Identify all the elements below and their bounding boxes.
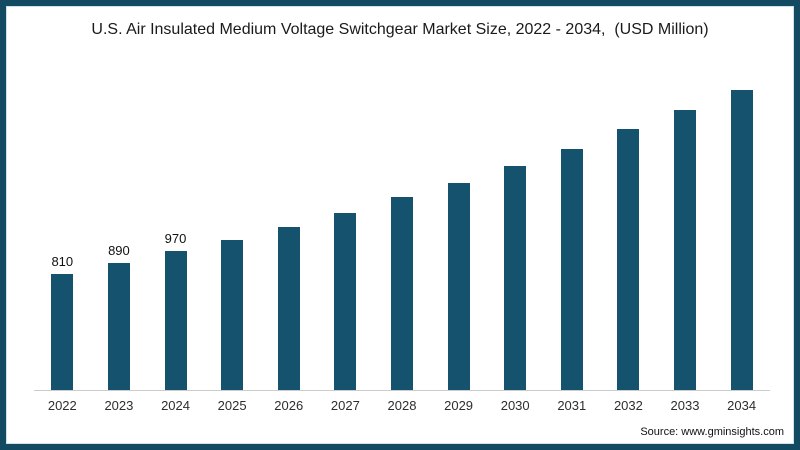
- x-axis-label: 2032: [613, 398, 643, 413]
- chart-title: U.S. Air Insulated Medium Voltage Switch…: [91, 21, 709, 38]
- plot-area: 810 890 970: [34, 66, 770, 391]
- bar: [277, 227, 300, 390]
- x-axis-label: 2022: [47, 398, 77, 413]
- bar-column: [543, 66, 600, 390]
- bar: [617, 128, 640, 390]
- bar-column: [600, 66, 657, 390]
- bar-value-label: 970: [164, 231, 187, 247]
- bar: [164, 251, 187, 390]
- bar: [221, 240, 244, 390]
- x-axis-label: 2031: [557, 398, 587, 413]
- x-axis-label: 2023: [104, 398, 134, 413]
- bar-column: 810: [34, 66, 91, 390]
- bar-column: 890: [91, 66, 148, 390]
- x-axis-labels: 2022 2023 2024 2025 2026 2027 2028 2029 2030 2031…: [34, 398, 770, 414]
- bar-column: 970: [147, 66, 204, 390]
- source-text: Source: www.gminsights.com: [640, 426, 784, 438]
- bar: [390, 197, 413, 390]
- bar-column: [713, 66, 770, 390]
- x-axis-label: 2027: [330, 398, 360, 413]
- x-axis-label: 2028: [387, 398, 417, 413]
- x-axis-label: 2034: [727, 398, 757, 413]
- bar: [560, 148, 583, 390]
- bar-column: [204, 66, 261, 390]
- bar-column: [317, 66, 374, 390]
- bar: [334, 212, 357, 390]
- x-axis-label: 2025: [217, 398, 247, 413]
- bar: [674, 110, 696, 390]
- bar: [504, 165, 527, 390]
- x-axis-label: 2024: [161, 398, 190, 413]
- x-axis-label: 2029: [444, 398, 474, 413]
- x-axis-label: 2033: [670, 398, 700, 413]
- x-axis-label: 2026: [274, 398, 304, 413]
- bars-container: 810 890 970: [34, 66, 770, 390]
- bar: [730, 90, 753, 390]
- bar-column: [657, 66, 714, 390]
- bar-value-label: 890: [108, 242, 130, 258]
- bar-column: [430, 66, 487, 390]
- bar: [51, 274, 74, 390]
- bar-value-label: 810: [51, 254, 74, 270]
- bar-column: [374, 66, 431, 390]
- bar-column: [487, 66, 544, 390]
- bar-column: [260, 66, 317, 390]
- bar: [107, 262, 130, 390]
- x-axis-label: 2030: [500, 398, 530, 413]
- bar: [447, 182, 470, 390]
